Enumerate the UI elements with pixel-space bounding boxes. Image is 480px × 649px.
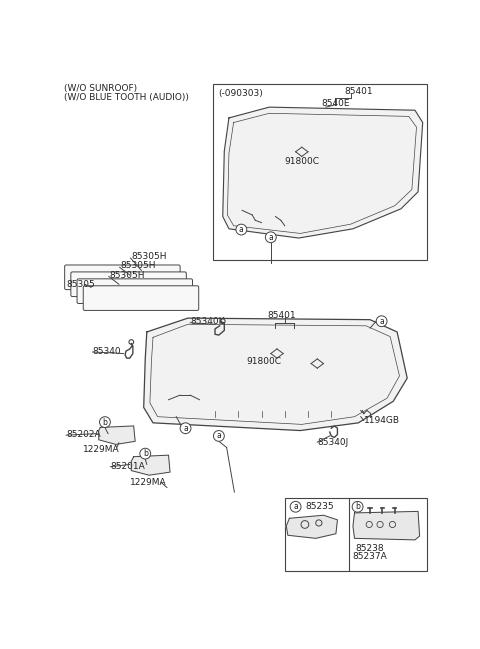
Text: a: a [216, 432, 221, 441]
Bar [214, 84, 427, 260]
Circle shape [214, 430, 224, 441]
Text: (W/O BLUE TOOTH (AUDIO)): (W/O BLUE TOOTH (AUDIO)) [64, 93, 189, 102]
Text: 1229MA: 1229MA [83, 445, 120, 454]
Text: 85201A: 85201A [110, 462, 145, 471]
FancyBboxPatch shape [83, 286, 199, 310]
Polygon shape [144, 318, 407, 430]
Text: 85305H: 85305H [120, 262, 156, 270]
Polygon shape [223, 107, 423, 238]
Polygon shape [286, 515, 337, 538]
Text: 91800C: 91800C [246, 357, 281, 366]
Text: (W/O SUNROOF): (W/O SUNROOF) [64, 84, 137, 93]
Text: 85305H: 85305H [109, 271, 145, 280]
Text: a: a [268, 233, 273, 242]
Text: 85238: 85238 [356, 544, 384, 553]
Polygon shape [99, 426, 135, 445]
Text: a: a [239, 225, 244, 234]
Text: a: a [293, 502, 298, 511]
Circle shape [290, 502, 301, 512]
Text: 85235: 85235 [305, 502, 334, 511]
FancyBboxPatch shape [65, 265, 180, 289]
Text: 1229MA: 1229MA [130, 478, 167, 487]
Text: 8540E: 8540E [321, 99, 349, 108]
Text: a: a [379, 317, 384, 326]
Text: b: b [143, 449, 148, 458]
Circle shape [180, 423, 191, 434]
Text: 85305: 85305 [66, 280, 95, 289]
Circle shape [236, 224, 247, 235]
Circle shape [265, 232, 276, 243]
Circle shape [352, 502, 363, 512]
Bar [285, 498, 427, 572]
Text: b: b [103, 417, 108, 426]
Text: 1194GB: 1194GB [364, 416, 400, 425]
Circle shape [140, 448, 151, 459]
Text: 85305H: 85305H [132, 252, 167, 261]
Text: (-090303): (-090303) [218, 89, 263, 98]
Text: b: b [355, 502, 360, 511]
Text: 91800C: 91800C [285, 156, 320, 165]
Text: 85401: 85401 [268, 310, 296, 319]
Text: 85401: 85401 [345, 87, 373, 96]
Text: 85237A: 85237A [353, 552, 387, 561]
FancyBboxPatch shape [77, 279, 192, 304]
Text: 85340K: 85340K [190, 317, 225, 326]
Text: a: a [183, 424, 188, 433]
Circle shape [376, 316, 387, 326]
Polygon shape [132, 455, 170, 475]
Polygon shape [353, 511, 420, 540]
Text: 85340J: 85340J [317, 437, 348, 447]
Circle shape [99, 417, 110, 428]
Text: 85202A: 85202A [66, 430, 101, 439]
FancyBboxPatch shape [71, 272, 186, 297]
Text: 85340: 85340 [93, 347, 121, 356]
